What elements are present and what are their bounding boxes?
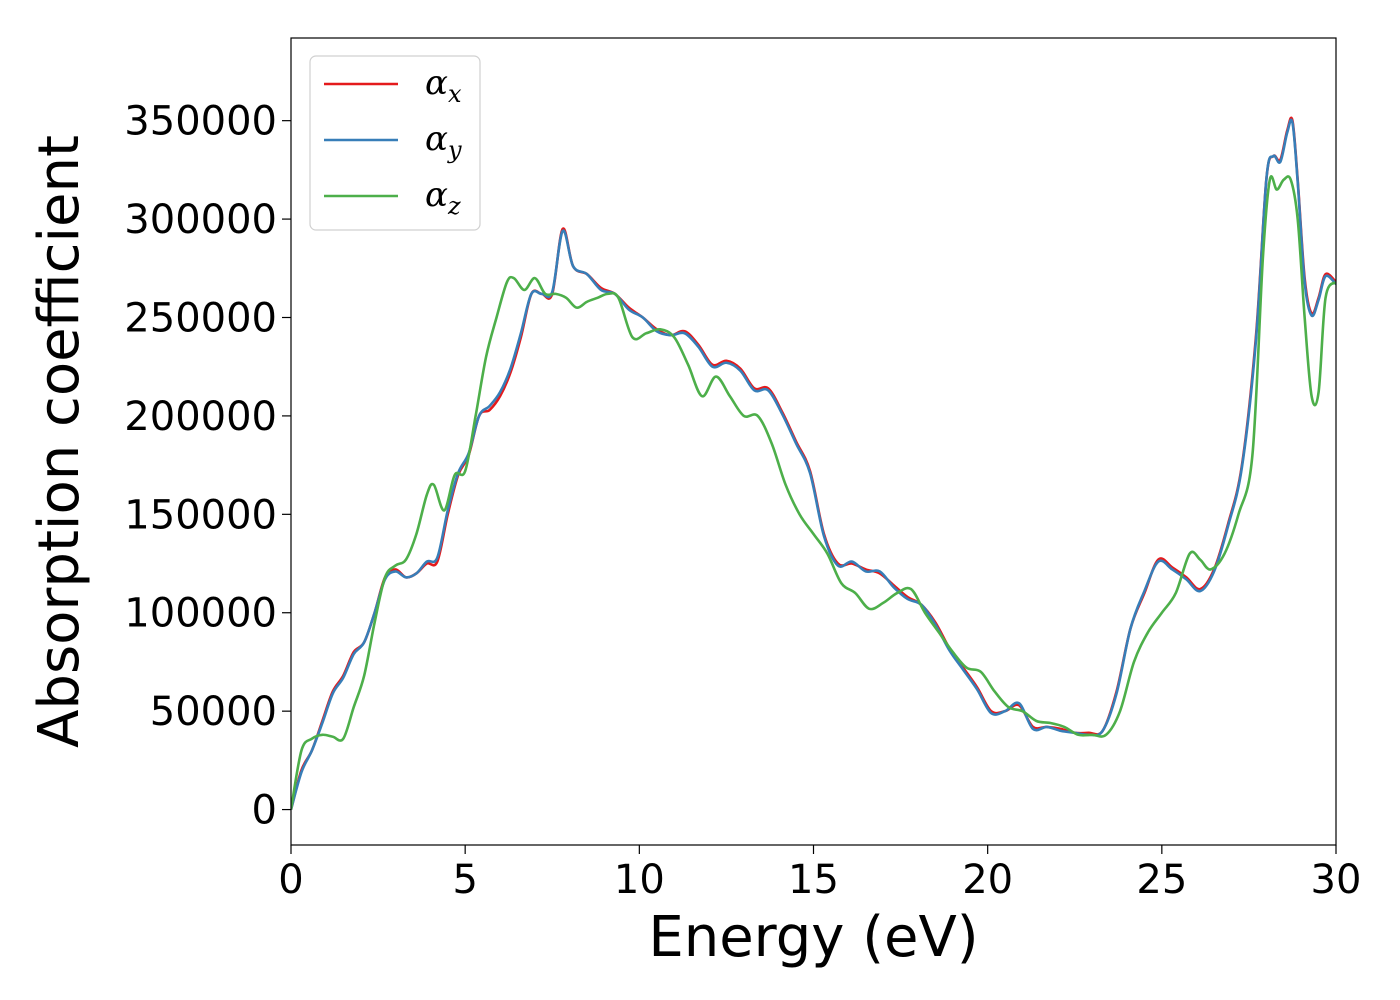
legend-label-z: αz — [425, 175, 461, 220]
y-axis: 0 50000 100000 150000 200000 250000 300000 3500… — [124, 99, 291, 834]
legend-label-x: αx — [425, 63, 462, 108]
y-axis-label: Absorption coefficient — [27, 135, 92, 748]
x-tick-label: 30 — [1311, 857, 1362, 903]
series-layer — [291, 116, 1336, 810]
x-tick-label: 25 — [1136, 857, 1187, 903]
x-tick-label: 20 — [962, 857, 1013, 903]
x-tick-label: 15 — [788, 857, 839, 903]
legend-label-y: αy — [425, 119, 462, 164]
y-tick-label: 300000 — [124, 197, 277, 243]
x-tick-label: 0 — [278, 857, 303, 903]
y-tick-label: 200000 — [124, 394, 277, 440]
x-axis: 0 5 10 15 20 25 30 — [278, 845, 1361, 903]
legend-box — [309, 55, 481, 231]
series-line-z — [291, 175, 1336, 810]
series-line-y — [291, 118, 1336, 810]
y-tick-label: 150000 — [124, 492, 277, 538]
legend: αx αy αz — [309, 55, 481, 231]
x-tick-label: 5 — [452, 857, 477, 903]
y-tick-label: 50000 — [150, 689, 277, 735]
y-tick-label: 100000 — [124, 591, 277, 637]
y-tick-label: 250000 — [124, 295, 277, 341]
x-axis-label: Energy (eV) — [648, 905, 978, 970]
x-tick-label: 10 — [614, 857, 665, 903]
y-tick-label: 350000 — [124, 99, 277, 145]
y-tick-label: 0 — [252, 788, 277, 834]
